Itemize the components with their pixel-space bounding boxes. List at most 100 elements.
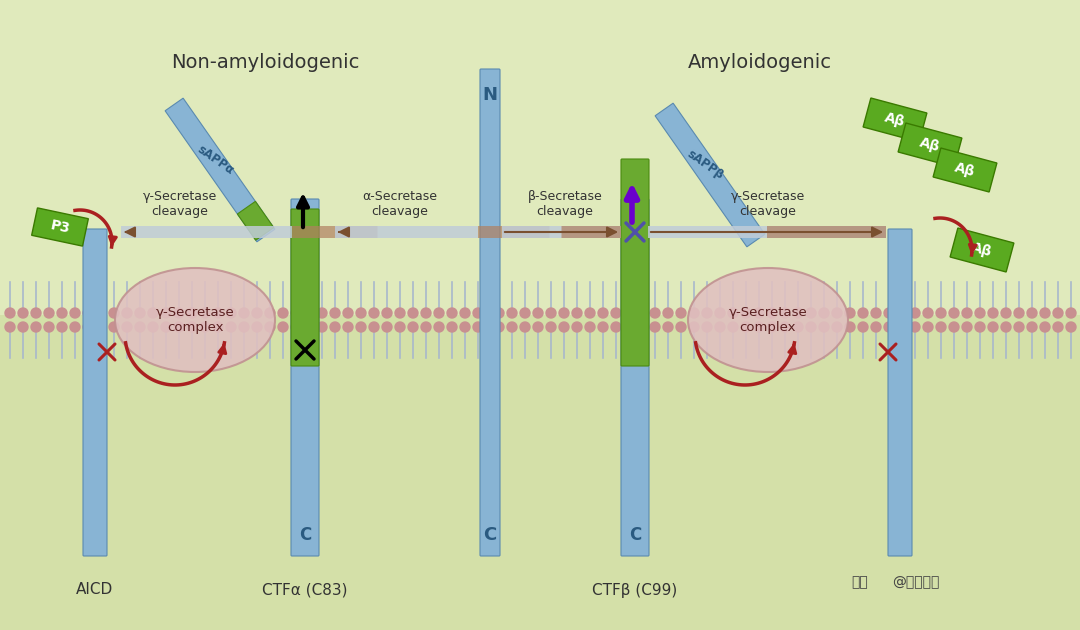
Circle shape — [408, 322, 418, 332]
Circle shape — [161, 308, 171, 318]
Circle shape — [923, 308, 933, 318]
Circle shape — [650, 322, 660, 332]
Circle shape — [534, 308, 543, 318]
Circle shape — [303, 322, 314, 332]
Circle shape — [637, 322, 647, 332]
Circle shape — [624, 322, 634, 332]
FancyBboxPatch shape — [335, 226, 478, 238]
Circle shape — [1001, 308, 1011, 318]
Circle shape — [44, 308, 54, 318]
Text: CTFα (C83): CTFα (C83) — [262, 583, 348, 597]
Circle shape — [975, 322, 985, 332]
Circle shape — [715, 308, 725, 318]
Circle shape — [122, 308, 132, 318]
Circle shape — [174, 322, 184, 332]
Circle shape — [148, 308, 158, 318]
Circle shape — [369, 308, 379, 318]
Circle shape — [148, 322, 158, 332]
Circle shape — [1066, 322, 1076, 332]
Circle shape — [278, 322, 288, 332]
FancyBboxPatch shape — [83, 229, 107, 556]
Circle shape — [572, 322, 582, 332]
Circle shape — [57, 322, 67, 332]
Circle shape — [611, 322, 621, 332]
Circle shape — [793, 322, 804, 332]
Circle shape — [949, 308, 959, 318]
Circle shape — [239, 322, 249, 332]
Circle shape — [858, 322, 868, 332]
Text: C: C — [629, 526, 642, 544]
Circle shape — [395, 308, 405, 318]
Circle shape — [832, 308, 842, 318]
Circle shape — [728, 308, 738, 318]
Ellipse shape — [688, 268, 848, 372]
Circle shape — [96, 308, 106, 318]
Circle shape — [728, 322, 738, 332]
Circle shape — [239, 308, 249, 318]
Circle shape — [434, 308, 444, 318]
Circle shape — [18, 322, 28, 332]
Text: Aβ: Aβ — [970, 241, 994, 260]
Text: @医学顾事: @医学顾事 — [892, 575, 940, 589]
Circle shape — [5, 308, 15, 318]
Circle shape — [767, 308, 777, 318]
Text: γ-Secretase
cleavage: γ-Secretase cleavage — [143, 190, 217, 218]
Circle shape — [494, 308, 504, 318]
Circle shape — [70, 322, 80, 332]
FancyBboxPatch shape — [888, 229, 912, 556]
Text: γ-Secretase
complex: γ-Secretase complex — [729, 306, 808, 334]
Circle shape — [845, 322, 855, 332]
Circle shape — [303, 308, 314, 318]
FancyBboxPatch shape — [480, 69, 500, 556]
Circle shape — [330, 308, 340, 318]
Circle shape — [1014, 322, 1024, 332]
Circle shape — [741, 308, 751, 318]
Circle shape — [962, 308, 972, 318]
Circle shape — [213, 308, 222, 318]
Text: β-Secretase
cleavage: β-Secretase cleavage — [528, 190, 603, 218]
Circle shape — [96, 322, 106, 332]
Circle shape — [897, 322, 907, 332]
Circle shape — [650, 308, 660, 318]
Circle shape — [174, 308, 184, 318]
FancyBboxPatch shape — [478, 226, 550, 238]
Text: 头条: 头条 — [852, 575, 868, 589]
Circle shape — [265, 308, 275, 318]
Circle shape — [637, 308, 647, 318]
Circle shape — [447, 308, 457, 318]
Circle shape — [31, 308, 41, 318]
Circle shape — [585, 308, 595, 318]
Circle shape — [421, 322, 431, 332]
Text: sAPPα: sAPPα — [194, 143, 235, 177]
Circle shape — [187, 308, 197, 318]
Circle shape — [962, 322, 972, 332]
Circle shape — [200, 308, 210, 318]
Polygon shape — [933, 148, 997, 192]
FancyBboxPatch shape — [621, 199, 649, 556]
Circle shape — [382, 308, 392, 318]
Circle shape — [534, 322, 543, 332]
Circle shape — [486, 308, 496, 318]
Circle shape — [702, 322, 712, 332]
Circle shape — [473, 322, 483, 332]
Circle shape — [18, 308, 28, 318]
Text: P3: P3 — [49, 218, 71, 236]
FancyBboxPatch shape — [291, 209, 319, 366]
Circle shape — [858, 308, 868, 318]
Circle shape — [975, 308, 985, 318]
Circle shape — [715, 322, 725, 332]
Circle shape — [291, 322, 301, 332]
Circle shape — [109, 308, 119, 318]
Circle shape — [819, 322, 829, 332]
Circle shape — [507, 308, 517, 318]
Circle shape — [161, 322, 171, 332]
Circle shape — [318, 308, 327, 318]
Text: Aβ: Aβ — [883, 111, 907, 129]
Circle shape — [1053, 308, 1063, 318]
Circle shape — [1014, 308, 1024, 318]
FancyBboxPatch shape — [121, 226, 292, 238]
Circle shape — [507, 322, 517, 332]
Circle shape — [988, 322, 998, 332]
Text: γ-Secretase
cleavage: γ-Secretase cleavage — [731, 190, 805, 218]
Circle shape — [519, 308, 530, 318]
